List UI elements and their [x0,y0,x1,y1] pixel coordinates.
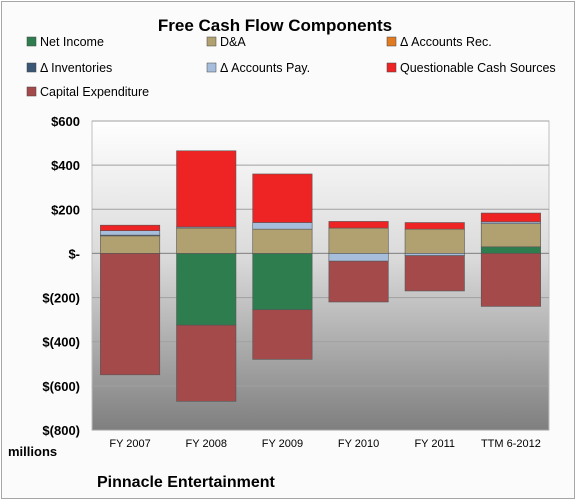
bar-capital-expenditure-fy-2009 [252,309,313,360]
y-tick-label: $(200) [42,291,80,306]
y-tick-label: $(400) [42,335,80,350]
chart-title: Free Cash Flow Components [158,16,392,35]
x-tick-label: FY 2009 [262,438,303,450]
bar-questionable-cash-sources-fy-2010 [328,221,389,229]
legend-swatch-accounts-pay [206,62,217,73]
bar-d-a-ttm-6-2012 [480,223,541,248]
bar-d-a-fy-2010 [328,227,389,254]
legend-swatch-net-income [26,36,37,47]
unit-label: millions [8,444,57,459]
bar-capital-expenditure-fy-2011 [404,255,465,292]
y-tick-label: $(600) [42,379,80,394]
legend-label-inventories: Δ Inventories [40,61,112,75]
y-tick-label: $200 [51,202,80,217]
y-tick-label: $400 [51,158,80,173]
legend-label-net-income: Net Income [40,35,104,49]
plot-area [91,120,550,431]
gridlines [92,120,549,431]
bar-questionable-cash-sources-fy-2007 [100,224,161,231]
x-axis-ticks: FY 2007 FY 2008 FY 2009 FY 2010 FY 2011 TTM 6… [109,438,540,450]
y-tick-label: $- [68,246,80,261]
legend-swatch-inventories [26,62,37,73]
company-name: Pinnacle Entertainment [97,474,275,491]
y-tick-label: $(800) [42,423,80,438]
bar-accounts-pay-fy-2010 [328,253,389,262]
x-tick-label: FY 2011 [414,438,455,450]
bar-accounts-pay-fy-2011 [404,253,465,256]
legend: Net Income D&A Δ Accounts Rec. Δ Inventorie… [26,35,556,99]
legend-swatch-questionable-cash-sources [386,62,397,73]
x-tick-label: FY 2010 [338,438,379,450]
bar-accounts-pay-fy-2007 [100,230,161,236]
legend-label-accounts-rec: Δ Accounts Rec. [400,35,492,49]
legend-label-accounts-pay: Δ Accounts Pay. [220,61,310,75]
y-tick-label: $600 [51,114,80,129]
legend-swatch-accounts-rec [386,36,397,47]
legend-swatch-capital-expenditure [26,86,37,97]
bar-capital-expenditure-fy-2007 [100,253,161,376]
bar-questionable-cash-sources-fy-2008 [176,150,237,228]
bar-net-income-fy-2009 [252,253,313,311]
bar-net-income-fy-2008 [176,253,237,326]
x-tick-label: TTM 6-2012 [481,438,541,450]
bar-net-income-ttm-6-2012 [480,246,541,254]
bars [100,150,541,402]
y-axis-ticks: $600 $400 $200 $- $(200) $(400) $(600) $(800) [42,114,80,438]
bar-capital-expenditure-fy-2010 [328,260,389,303]
bar-questionable-cash-sources-fy-2009 [252,173,313,223]
bar-d-a-fy-2011 [404,228,465,254]
legend-swatch-d-a [206,36,217,47]
bar-d-a-fy-2009 [252,228,313,254]
x-tick-label: FY 2008 [186,438,227,450]
bar-questionable-cash-sources-fy-2011 [404,222,465,230]
x-tick-label: FY 2007 [109,438,150,450]
legend-label-capital-expenditure: Capital Expenditure [40,85,149,99]
bar-d-a-fy-2008 [176,227,237,254]
bar-accounts-pay-fy-2009 [252,222,313,230]
bar-capital-expenditure-fy-2008 [176,324,237,402]
legend-label-questionable-cash-sources: Questionable Cash Sources [400,61,556,75]
bar-questionable-cash-sources-ttm-6-2012 [480,212,541,223]
bar-d-a-fy-2007 [100,235,161,254]
bar-capital-expenditure-ttm-6-2012 [480,253,541,307]
legend-label-d-a: D&A [220,35,246,49]
